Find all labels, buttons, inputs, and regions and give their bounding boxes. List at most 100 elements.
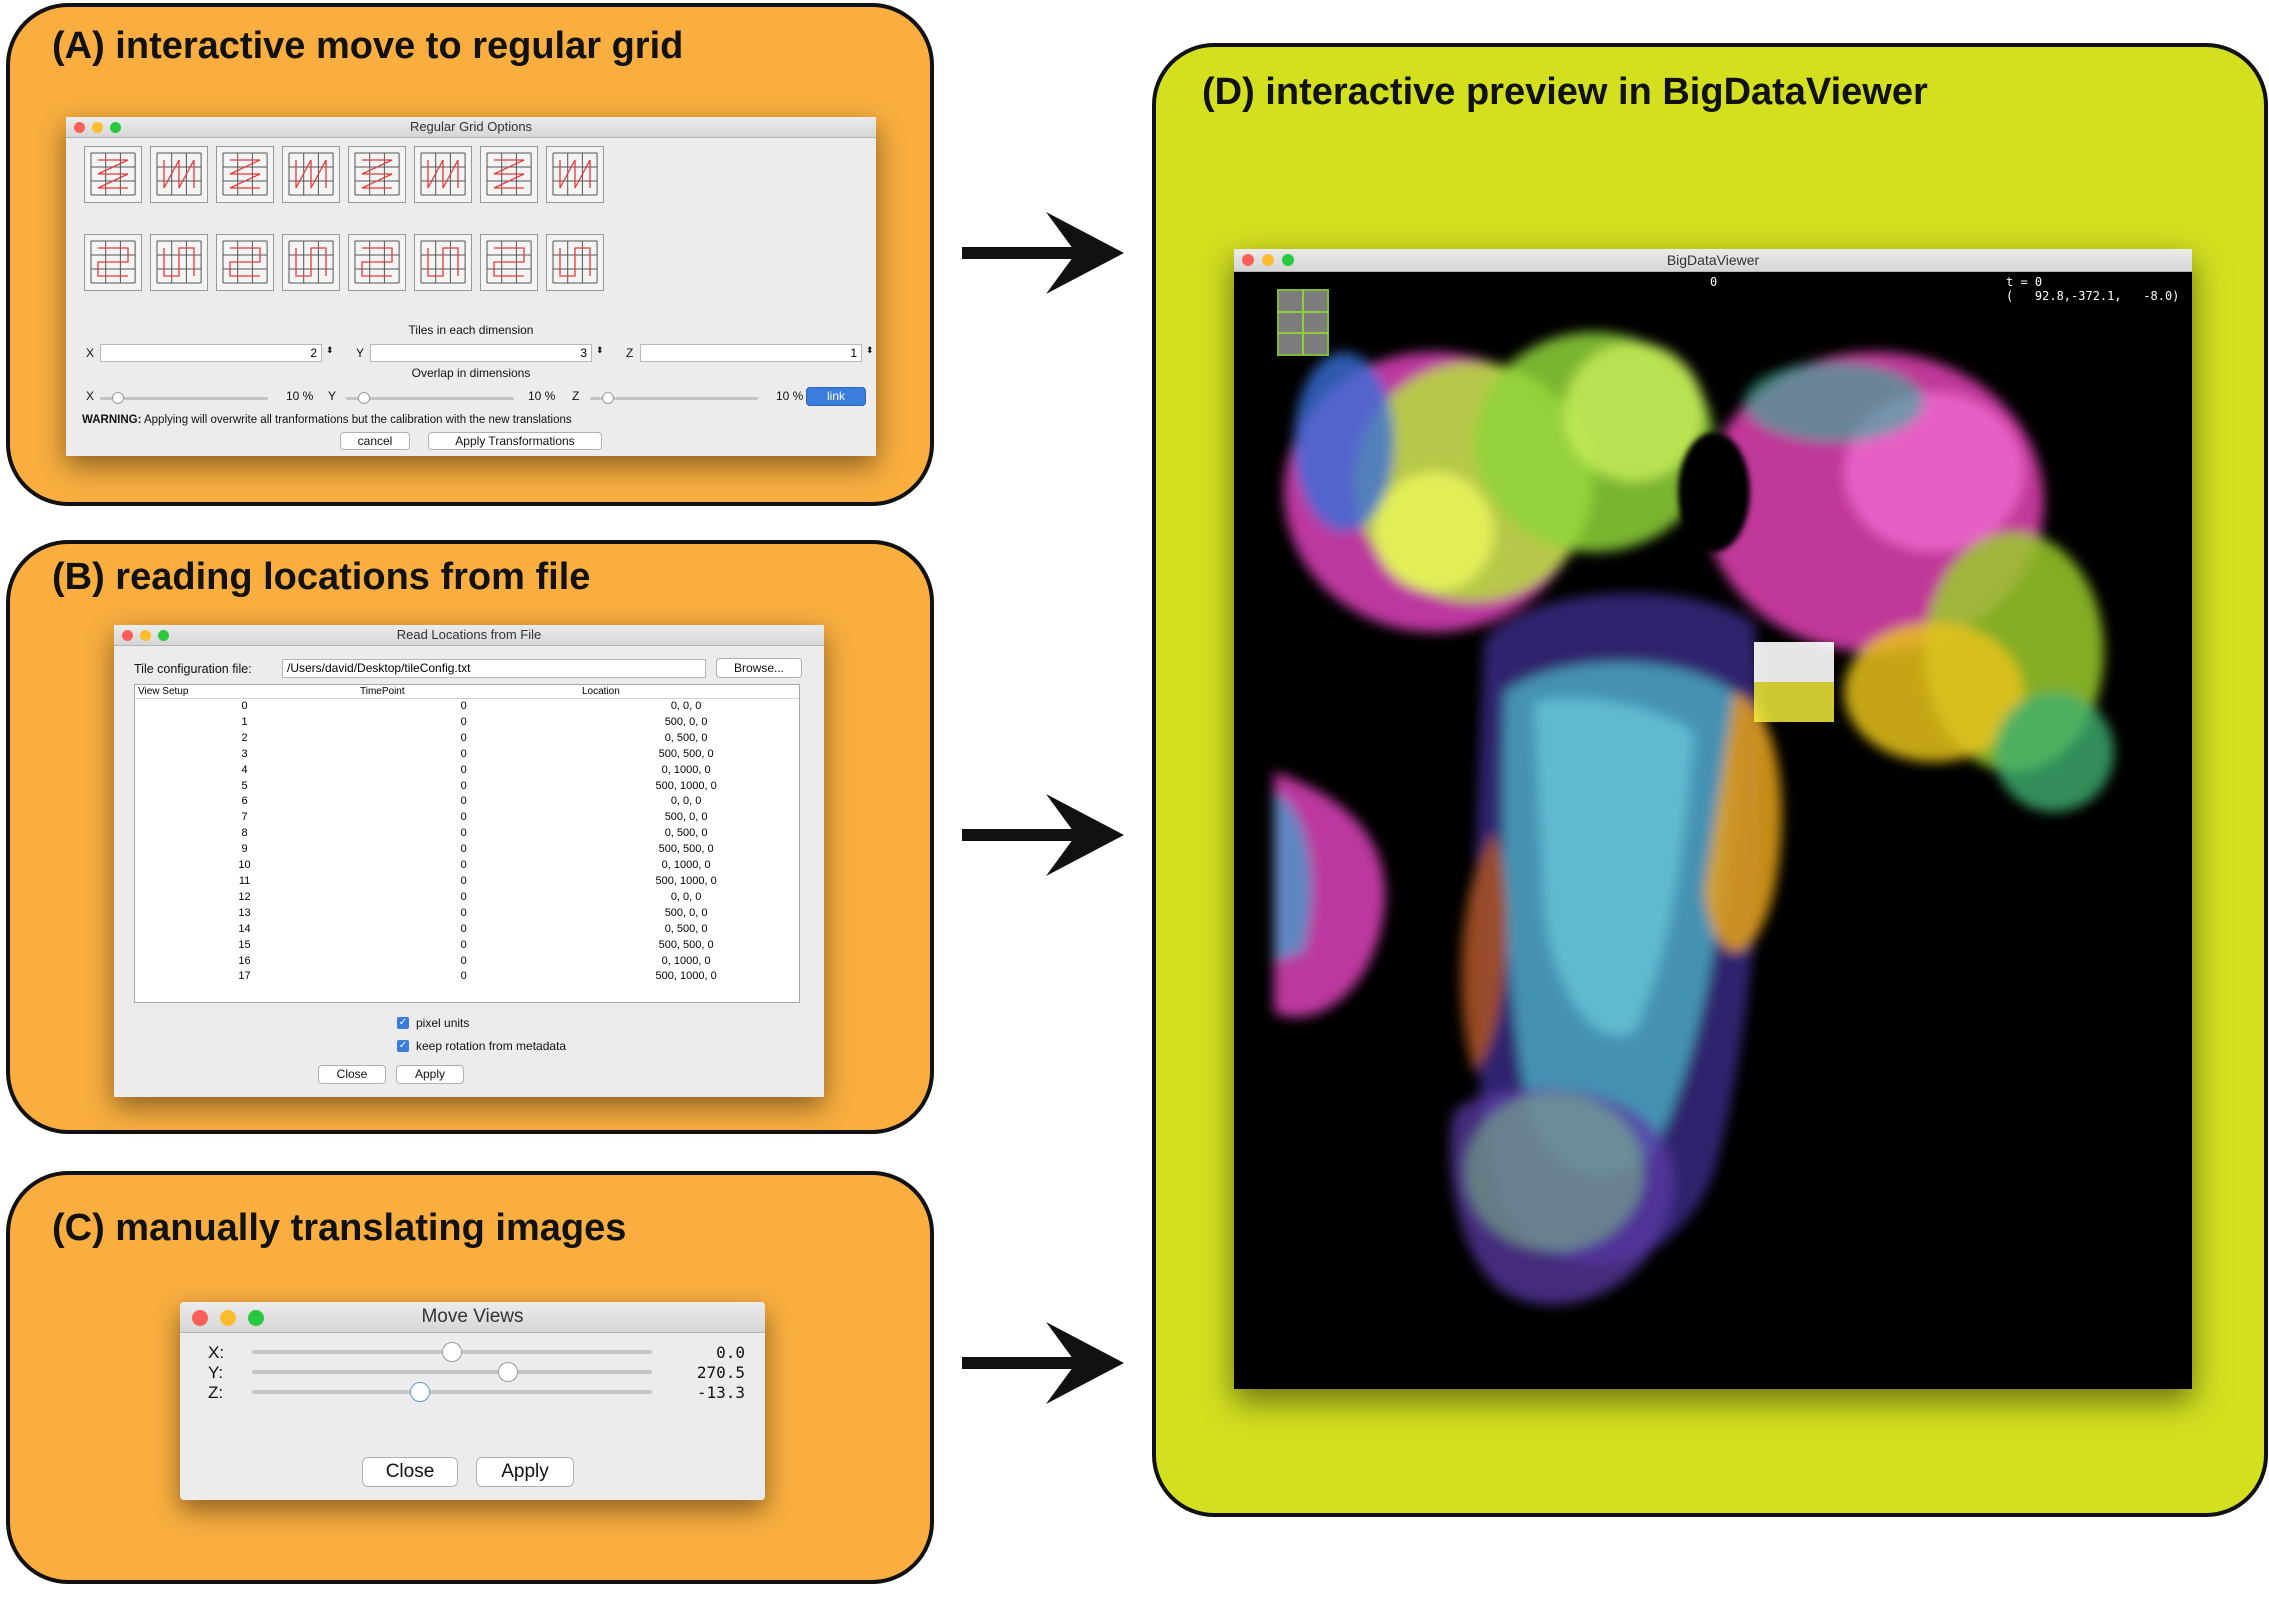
close-window-icon[interactable]: [122, 630, 133, 641]
panel-a: (A) interactive move to regular grid Reg…: [6, 3, 934, 506]
zoom-window-icon[interactable]: [1282, 254, 1294, 266]
close-button[interactable]: Close: [362, 1457, 458, 1487]
close-window-icon[interactable]: [1242, 254, 1254, 266]
cancel-button[interactable]: cancel: [340, 432, 410, 450]
slider-axis-label: X:: [208, 1343, 225, 1362]
grid-pattern-button[interactable]: [414, 234, 472, 291]
table-cell: 7: [241, 811, 248, 824]
minimize-window-icon[interactable]: [1262, 254, 1274, 266]
slider-value: -13.3: [696, 1383, 745, 1402]
table-row[interactable]: 3 0 500, 500, 0: [135, 747, 799, 763]
stepper-icon[interactable]: ⬍: [866, 345, 874, 355]
table-cell: 15: [238, 938, 251, 951]
grid-pattern-icon: [90, 152, 136, 196]
grid-pattern-icon: [222, 152, 268, 196]
grid-pattern-button[interactable]: [282, 234, 340, 291]
panel-c-title: (C) manually translating images: [52, 1207, 627, 1249]
table-row[interactable]: 15 0 500, 500, 0: [135, 938, 799, 954]
table-cell: 0: [460, 843, 467, 856]
minimize-window-icon[interactable]: [140, 630, 151, 641]
table-cell: 500, 500, 0: [658, 747, 714, 760]
tiles-y-field[interactable]: 3: [370, 344, 592, 362]
move-slider-knob[interactable]: [442, 1342, 462, 1362]
stepper-icon[interactable]: ⬍: [596, 345, 604, 355]
column-header-timepoint[interactable]: TimePoint: [360, 686, 405, 697]
pixel-units-checkbox[interactable]: ✓: [397, 1017, 409, 1029]
move-slider-knob[interactable]: [410, 1382, 430, 1402]
table-row[interactable]: 4 0 0, 1000, 0: [135, 763, 799, 779]
move-slider-track[interactable]: [252, 1390, 652, 1394]
column-header-view-setup[interactable]: View Setup: [138, 686, 189, 697]
table-row[interactable]: 17 0 500, 1000, 0: [135, 969, 799, 985]
close-window-icon[interactable]: [192, 1310, 208, 1326]
table-cell: 0: [460, 906, 467, 919]
bdv-canvas[interactable]: 0 t = 0 ( 92.8,-372.1, -8.0): [1234, 272, 2192, 1389]
panel-b-title: (B) reading locations from file: [52, 556, 591, 598]
grid-pattern-button[interactable]: [414, 146, 472, 203]
zoom-window-icon[interactable]: [110, 122, 121, 133]
grid-pattern-button[interactable]: [348, 146, 406, 203]
table-row[interactable]: 13 0 500, 0, 0: [135, 906, 799, 922]
move-slider-knob[interactable]: [498, 1362, 518, 1382]
file-label: Tile configuration file:: [134, 662, 252, 676]
grid-pattern-button[interactable]: [150, 234, 208, 291]
overlap-x-slider[interactable]: [100, 397, 268, 400]
table-row[interactable]: 14 0 0, 500, 0: [135, 922, 799, 938]
grid-pattern-icon: [156, 240, 202, 284]
apply-button[interactable]: Apply: [476, 1457, 574, 1487]
grid-pattern-button[interactable]: [348, 234, 406, 291]
tiles-x-field[interactable]: 2: [100, 344, 322, 362]
apply-transformations-button[interactable]: Apply Transformations: [428, 432, 602, 450]
grid-pattern-button[interactable]: [150, 146, 208, 203]
close-button[interactable]: Close: [318, 1065, 386, 1084]
table-row[interactable]: 5 0 500, 1000, 0: [135, 779, 799, 795]
link-button[interactable]: link: [806, 387, 866, 406]
zoom-window-icon[interactable]: [158, 630, 169, 641]
grid-pattern-icon: [354, 240, 400, 284]
overview-inset: [1277, 289, 1329, 356]
table-row[interactable]: 1 0 500, 0, 0: [135, 715, 799, 731]
overlap-z-label: Z: [572, 389, 580, 403]
overlap-y-knob[interactable]: [358, 392, 370, 404]
grid-pattern-button[interactable]: [282, 146, 340, 203]
apply-button[interactable]: Apply: [396, 1065, 464, 1084]
table-row[interactable]: 7 0 500, 0, 0: [135, 810, 799, 826]
table-row[interactable]: 16 0 0, 1000, 0: [135, 954, 799, 970]
grid-pattern-button[interactable]: [84, 146, 142, 203]
table-row[interactable]: 10 0 0, 1000, 0: [135, 858, 799, 874]
minimize-window-icon[interactable]: [220, 1310, 236, 1326]
overlap-z-knob[interactable]: [602, 392, 614, 404]
table-row[interactable]: 12 0 0, 0, 0: [135, 890, 799, 906]
arrow-icon: [962, 212, 1124, 294]
browse-button[interactable]: Browse...: [716, 658, 802, 678]
grid-pattern-button[interactable]: [546, 146, 604, 203]
grid-pattern-button[interactable]: [480, 234, 538, 291]
table-row[interactable]: 11 0 500, 1000, 0: [135, 874, 799, 890]
grid-pattern-button[interactable]: [546, 234, 604, 291]
table-row[interactable]: 2 0 0, 500, 0: [135, 731, 799, 747]
overlap-y-slider[interactable]: [346, 397, 514, 400]
stepper-icon[interactable]: ⬍: [326, 345, 334, 355]
table-row[interactable]: 9 0 500, 500, 0: [135, 842, 799, 858]
overlap-x-knob[interactable]: [112, 392, 124, 404]
table-row[interactable]: 8 0 0, 500, 0: [135, 826, 799, 842]
minimize-window-icon[interactable]: [92, 122, 103, 133]
table-row[interactable]: 0 0 0, 0, 0: [135, 699, 799, 715]
column-header-location[interactable]: Location: [582, 686, 620, 697]
grid-pattern-button[interactable]: [216, 146, 274, 203]
close-window-icon[interactable]: [74, 122, 85, 133]
zoom-window-icon[interactable]: [248, 1310, 264, 1326]
coordinate-readout: ( 92.8,-372.1, -8.0): [2006, 289, 2180, 303]
table-cell: 0: [460, 970, 467, 983]
keep-rotation-checkbox[interactable]: ✓: [397, 1040, 409, 1052]
table-row[interactable]: 6 0 0, 0, 0: [135, 794, 799, 810]
file-path-field[interactable]: /Users/david/Desktop/tileConfig.txt: [282, 659, 706, 678]
tiles-x-label: X: [86, 346, 95, 360]
grid-pattern-button[interactable]: [480, 146, 538, 203]
overlap-z-slider[interactable]: [590, 397, 758, 400]
grid-pattern-button[interactable]: [216, 234, 274, 291]
grid-pattern-button[interactable]: [84, 234, 142, 291]
table-cell: 0: [460, 874, 467, 887]
move-slider-track[interactable]: [252, 1370, 652, 1374]
tiles-z-field[interactable]: 1: [640, 344, 862, 362]
